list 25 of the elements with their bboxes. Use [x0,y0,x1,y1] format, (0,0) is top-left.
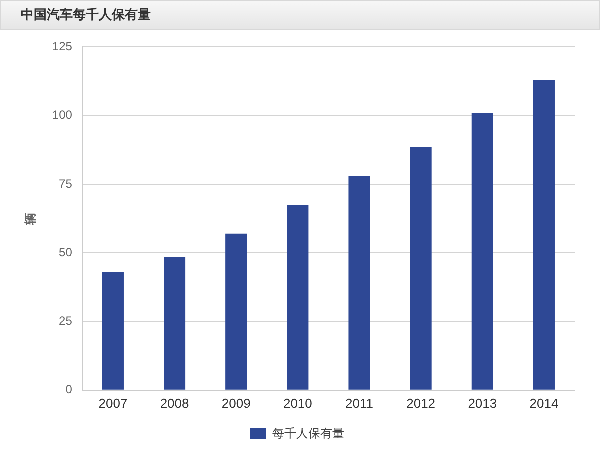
y-tick-label: 50 [59,245,73,260]
bar [472,113,494,390]
y-tick-label: 100 [52,108,73,122]
x-tick-label: 2013 [468,396,498,411]
y-tick-label: 0 [66,382,73,397]
bar [102,272,124,390]
bar [287,205,309,390]
y-tick-label: 125 [52,40,73,54]
legend-label: 每千人保有量 [272,426,344,440]
x-tick-label: 2014 [530,396,559,411]
x-tick-label: 2008 [160,396,190,411]
y-tick-label: 75 [59,176,73,191]
bar [533,80,555,390]
bar [410,147,432,390]
x-tick-label: 2012 [406,396,436,411]
x-tick-label: 2011 [346,396,374,411]
x-tick-label: 2007 [98,396,128,411]
bar [348,176,370,390]
y-axis-title: 辆 [24,212,38,226]
y-tick-label: 25 [59,314,73,328]
x-tick-label: 2009 [222,396,251,411]
bar [164,257,186,390]
bar [226,234,248,390]
chart-title: 中国汽车每千人保有量 [0,0,600,30]
x-tick-label: 2010 [283,396,312,411]
